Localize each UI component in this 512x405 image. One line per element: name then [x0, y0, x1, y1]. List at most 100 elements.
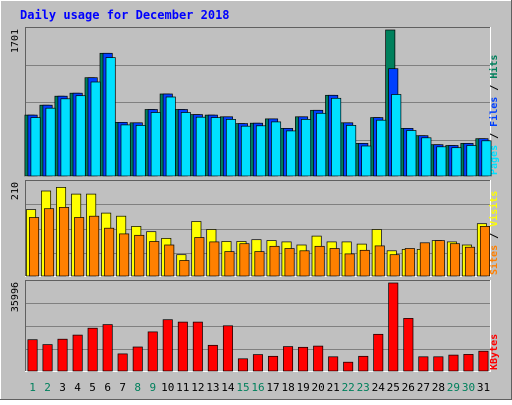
x-tick-label-day-31: 31 — [477, 381, 490, 394]
bar-kbytes-kbytes-day-30 — [463, 354, 474, 372]
x-tick-label-day-15: 15 — [236, 381, 249, 394]
x-axis: 1 2 3 4 5 6 7 8 9 10 11 12 13 14 15 16 17 18 19 20 21 22 23 24 2… — [29, 381, 490, 394]
bar-visits-sites-day-24 — [374, 245, 385, 277]
bar-hits-pages-day-15 — [240, 125, 251, 177]
panel-visits-legend: Sites / Visits — [488, 191, 500, 275]
x-tick-label-day-22: 22 — [342, 381, 355, 394]
legend-separator: / — [489, 127, 500, 145]
bar-hits-pages-day-10 — [165, 96, 176, 177]
bar-hits-pages-day-12 — [195, 116, 206, 177]
x-tick-label-day-10: 10 — [161, 381, 174, 394]
x-tick-label-day-30: 30 — [462, 381, 475, 394]
bar-visits-sites-day-21 — [329, 248, 340, 277]
bar-kbytes-kbytes-day-24 — [373, 333, 384, 372]
bar-kbytes-kbytes-day-4 — [72, 334, 83, 372]
bar-visits-sites-day-7 — [119, 233, 130, 277]
x-tick-label-day-14: 14 — [221, 381, 235, 394]
bar-hits-pages-day-21 — [331, 97, 342, 177]
bar-visits-sites-day-2 — [44, 208, 55, 277]
bar-hits-pages-day-17 — [271, 121, 282, 177]
bar-kbytes-kbytes-day-3 — [57, 338, 68, 372]
bar-visits-sites-day-23 — [359, 249, 370, 277]
bar-visits-sites-day-17 — [269, 245, 280, 277]
bar-kbytes-kbytes-day-31 — [478, 350, 489, 372]
bar-kbytes-kbytes-day-23 — [358, 355, 369, 372]
bar-visits-sites-day-10 — [164, 244, 175, 277]
x-tick-label-day-20: 20 — [311, 381, 324, 394]
legend-entry-sites: Sites — [488, 245, 500, 275]
panel-visits: 210 Sites / Visits — [10, 180, 500, 277]
x-tick-label-day-8: 8 — [134, 381, 141, 394]
x-tick-label-day-7: 7 — [119, 381, 126, 394]
x-tick-label-day-18: 18 — [281, 381, 294, 394]
x-tick-label-day-19: 19 — [296, 381, 309, 394]
bar-hits-pages-day-9 — [150, 112, 161, 177]
legend-entry-kbytes: KBytes — [489, 334, 500, 370]
bar-kbytes-kbytes-day-7 — [117, 353, 128, 372]
panel-visits-ymax-label: 210 — [10, 182, 21, 200]
bar-visits-sites-day-1 — [29, 217, 40, 277]
bar-kbytes-kbytes-day-5 — [87, 327, 98, 372]
bar-kbytes-kbytes-day-15 — [237, 358, 248, 372]
x-tick-label-day-13: 13 — [206, 381, 219, 394]
bar-kbytes-kbytes-day-25 — [388, 282, 399, 372]
legend-separator: / — [489, 227, 500, 245]
bar-hits-pages-day-22 — [346, 125, 357, 177]
bar-visits-sites-day-19 — [299, 250, 310, 277]
panel-hits-legend: Pages / Files / Hits — [488, 55, 500, 175]
bar-hits-pages-day-7 — [120, 124, 131, 177]
bar-visits-sites-day-3 — [59, 207, 70, 277]
bar-kbytes-kbytes-day-1 — [27, 339, 38, 372]
bar-hits-pages-day-6 — [105, 57, 116, 177]
x-tick-label-day-28: 28 — [432, 381, 445, 394]
legend-entry-files: Files — [488, 97, 500, 127]
x-tick-label-day-21: 21 — [327, 381, 340, 394]
bar-hits-pages-day-26 — [406, 130, 417, 177]
bar-visits-sites-day-26 — [404, 248, 415, 277]
bar-visits-sites-day-15 — [239, 243, 250, 277]
bar-kbytes-kbytes-day-28 — [433, 356, 444, 372]
bar-visits-sites-day-8 — [134, 234, 145, 277]
legend-entry-hits: Hits — [488, 55, 500, 79]
panel-hits: 1701 Pages / Files / Hits — [10, 27, 500, 177]
bar-kbytes-kbytes-day-19 — [298, 346, 309, 372]
bar-kbytes-kbytes-day-14 — [222, 325, 233, 372]
bar-visits-sites-day-30 — [464, 246, 475, 277]
bar-visits-sites-day-25 — [389, 254, 400, 277]
bar-kbytes-kbytes-day-20 — [313, 345, 324, 372]
bar-kbytes-kbytes-day-26 — [403, 318, 414, 372]
x-tick-label-day-3: 3 — [59, 381, 66, 394]
bar-kbytes-kbytes-day-2 — [42, 344, 53, 372]
bar-visits-sites-day-22 — [344, 253, 355, 277]
x-tick-label-day-24: 24 — [372, 381, 386, 394]
bar-visits-sites-day-16 — [254, 251, 265, 277]
x-tick-label-day-25: 25 — [387, 381, 400, 394]
bar-hits-pages-day-29 — [451, 147, 462, 177]
bar-hits-pages-day-18 — [286, 130, 297, 177]
bar-visits-sites-day-31 — [479, 226, 490, 277]
bar-hits-pages-day-19 — [301, 119, 312, 177]
x-tick-label-day-23: 23 — [357, 381, 370, 394]
bar-kbytes-kbytes-day-13 — [207, 344, 218, 372]
bar-hits-pages-day-4 — [75, 95, 86, 177]
x-tick-label-day-2: 2 — [44, 381, 51, 394]
bar-kbytes-kbytes-day-16 — [252, 354, 263, 372]
bar-hits-pages-day-28 — [436, 146, 447, 177]
bar-visits-sites-day-28 — [434, 240, 445, 277]
bar-visits-sites-day-9 — [149, 241, 160, 277]
panel-kbytes-ymax-label: 35996 — [10, 282, 21, 312]
bar-kbytes-kbytes-day-29 — [448, 354, 459, 372]
bar-hits-pages-day-23 — [361, 145, 372, 177]
bar-kbytes-kbytes-day-6 — [102, 324, 113, 372]
bar-kbytes-kbytes-day-18 — [283, 346, 294, 372]
bar-visits-sites-day-18 — [284, 248, 295, 277]
chart-title: Daily usage for December 2018 — [20, 8, 230, 22]
bar-visits-sites-day-4 — [74, 217, 85, 277]
legend-entry-pages: Pages — [489, 145, 500, 175]
bar-kbytes-kbytes-day-22 — [343, 361, 354, 372]
panel-kbytes: 35996 KBytes — [10, 280, 500, 372]
bar-visits-sites-day-29 — [449, 243, 460, 277]
x-tick-label-day-16: 16 — [251, 381, 264, 394]
